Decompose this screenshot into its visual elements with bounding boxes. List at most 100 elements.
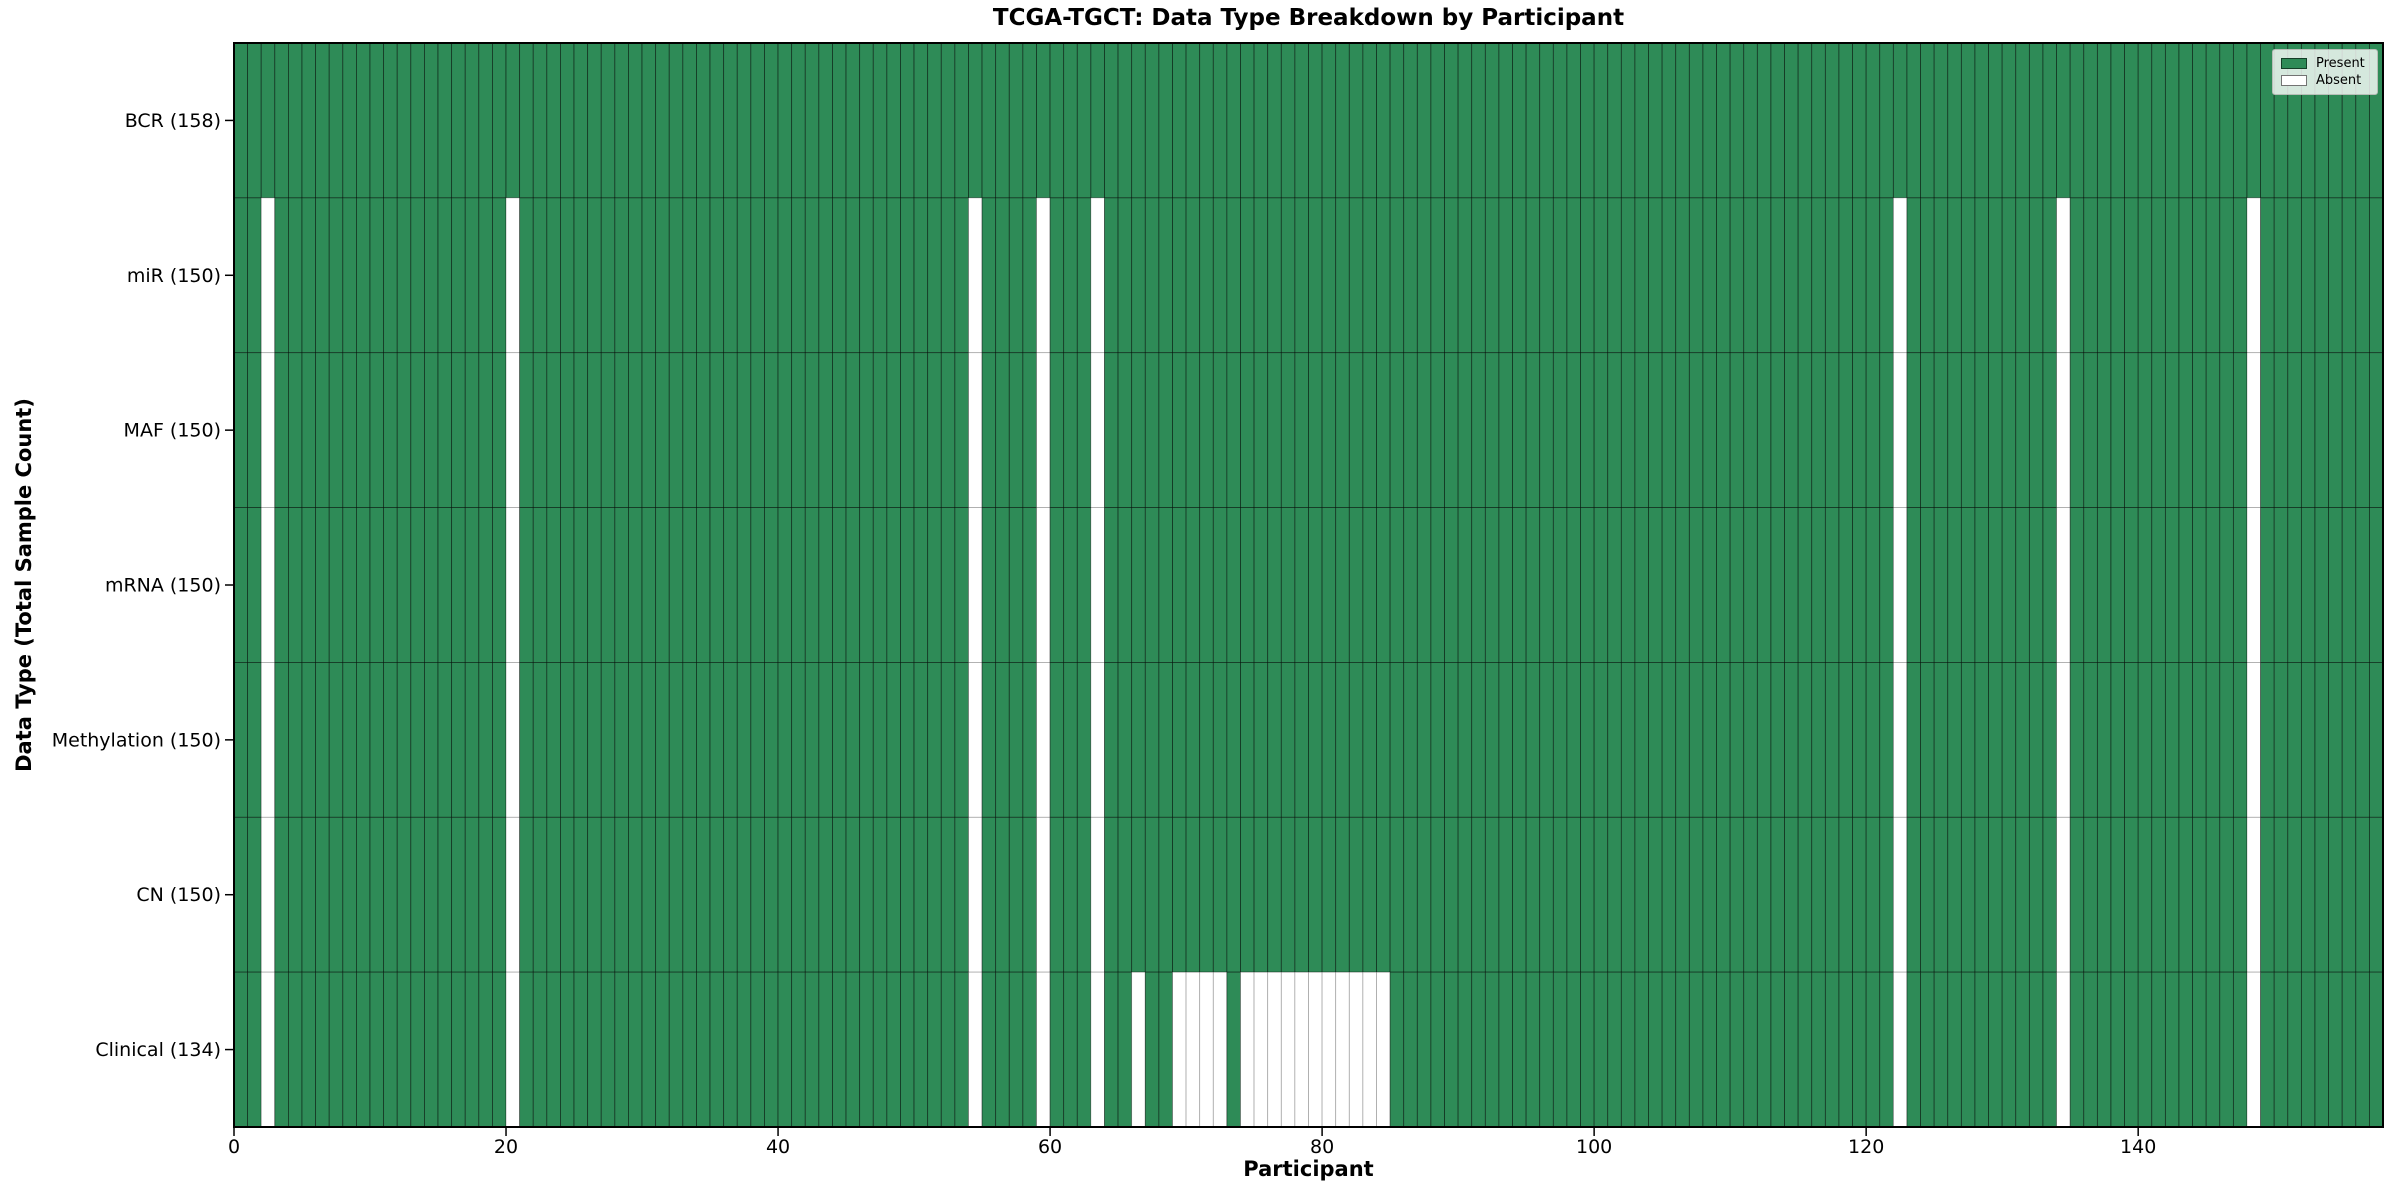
cell	[859, 42, 874, 199]
cell	[804, 971, 820, 1128]
cell	[396, 42, 412, 199]
cell	[1403, 197, 1418, 354]
cell	[1879, 197, 1894, 354]
cell	[492, 42, 507, 199]
cell	[1838, 662, 1853, 818]
cell	[682, 352, 697, 508]
cell	[1090, 971, 1105, 1128]
cell	[383, 352, 398, 508]
cell	[696, 816, 711, 973]
cell	[1240, 42, 1255, 199]
cell	[587, 42, 602, 199]
cell	[1729, 507, 1745, 663]
cell	[2137, 971, 2153, 1128]
y-tick-label: miR (150)	[127, 265, 221, 287]
cell	[1607, 816, 1622, 973]
cell	[1076, 662, 1092, 818]
cell	[2287, 507, 2302, 663]
cell	[1729, 816, 1745, 973]
cell	[940, 662, 956, 818]
cell	[1335, 816, 1350, 973]
cell	[872, 197, 888, 354]
cell	[1539, 352, 1554, 508]
cell	[1838, 42, 1853, 199]
cell	[383, 816, 398, 973]
cell	[600, 816, 616, 973]
cell	[1947, 507, 1962, 663]
cell	[1879, 42, 1894, 199]
legend-absent-label: Absent	[2316, 73, 2362, 88]
cell	[1960, 197, 1976, 354]
cell	[546, 816, 561, 973]
cell	[845, 352, 861, 508]
cell	[1552, 507, 1568, 663]
cell	[1784, 971, 1799, 1128]
cell	[2205, 816, 2221, 973]
cell	[750, 662, 765, 818]
cell	[1117, 816, 1133, 973]
cell	[1933, 352, 1949, 508]
cell	[1648, 507, 1663, 663]
cell	[1607, 352, 1622, 508]
cell	[1444, 816, 1459, 973]
cell	[1199, 816, 1214, 973]
cell	[1634, 507, 1649, 663]
cell	[464, 816, 480, 973]
cell	[315, 197, 330, 354]
cell	[1974, 507, 1989, 663]
cell	[1444, 352, 1459, 508]
cell	[682, 662, 697, 818]
cell	[1063, 971, 1078, 1128]
cell	[2056, 42, 2071, 199]
cell	[2368, 971, 2384, 1128]
x-tick-label: 100	[1576, 1136, 1612, 1158]
cell	[954, 352, 969, 508]
cell	[2137, 352, 2153, 508]
cell	[1838, 352, 1853, 508]
cell	[927, 507, 942, 663]
cell	[383, 197, 398, 354]
cell	[260, 42, 276, 199]
cell	[1634, 42, 1649, 199]
cell	[1403, 507, 1418, 663]
cell	[1484, 662, 1500, 818]
cell	[2260, 507, 2275, 663]
x-tick-label: 20	[494, 1136, 518, 1158]
cell	[1308, 197, 1323, 354]
cell	[1185, 352, 1201, 508]
cell	[2328, 662, 2343, 818]
x-tick-label: 60	[1038, 1136, 1062, 1158]
cell	[913, 662, 929, 818]
cell	[723, 197, 738, 354]
cell	[723, 816, 738, 973]
cell	[668, 197, 684, 354]
cell	[886, 662, 901, 818]
cell	[655, 816, 670, 973]
cell	[1852, 971, 1867, 1128]
cell	[764, 816, 779, 973]
cell	[1865, 662, 1881, 818]
cell	[2178, 197, 2193, 354]
cell	[736, 42, 752, 199]
cell	[1484, 352, 1500, 508]
cell	[532, 352, 548, 508]
cell	[260, 352, 276, 508]
cell	[288, 42, 303, 199]
cell	[1484, 971, 1500, 1128]
cell	[777, 42, 793, 199]
cell	[396, 197, 412, 354]
cell	[1049, 42, 1065, 199]
cell	[968, 816, 983, 973]
cell	[1158, 816, 1173, 973]
cell	[369, 662, 385, 818]
cell	[2368, 352, 2384, 508]
cell	[1049, 352, 1065, 508]
cell	[2205, 971, 2221, 1128]
cell	[1049, 662, 1065, 818]
cell	[424, 971, 439, 1128]
cell	[2110, 971, 2125, 1128]
cell	[1416, 507, 1432, 663]
cell	[301, 42, 317, 199]
cell	[2328, 507, 2343, 663]
cell	[2151, 197, 2166, 354]
